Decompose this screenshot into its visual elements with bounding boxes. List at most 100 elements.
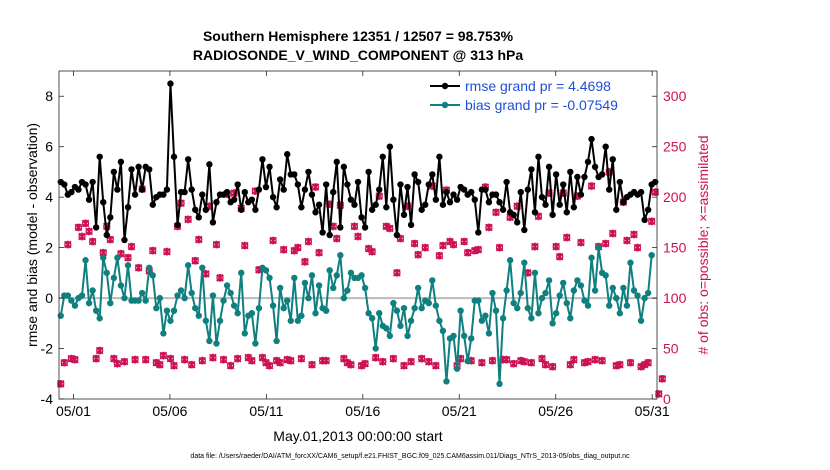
bias-point [227,289,234,297]
bias-point [199,264,206,271]
rmse-point [637,188,645,196]
obs-assimilated-point [421,243,430,252]
bias-point [255,304,263,312]
y2-tick-label: 250 [663,139,687,155]
rmse-point [460,186,468,193]
bias-point [135,297,142,304]
bias-point [234,310,241,317]
rmse-point [312,209,319,216]
obs-assimilated-point [492,208,500,217]
rmse-point [347,196,355,203]
legend: rmse grand pr = 4.4698 bias grand pr = -… [430,78,618,113]
rmse-point [510,211,517,219]
rmse-point [397,181,404,188]
bias-point [107,299,114,307]
obs-assimilated-point [88,237,97,246]
obs-assimilated-point [322,356,330,365]
obs-assimilated-point [131,355,139,364]
rmse-point [230,196,238,203]
obs-assimilated-point [71,355,79,364]
obs-assimilated-point [180,355,189,364]
obs-assimilated-point [637,362,645,371]
obs-assimilated-point [435,251,444,260]
bias-point [82,257,89,264]
y-tick-label: 6 [45,139,53,155]
bias-point [262,267,270,274]
rmse-point [418,206,425,213]
obs-assimilated-point [538,354,546,363]
obs-assimilated-point [417,354,426,363]
rmse-point [475,229,482,236]
obs-assimilated-point [308,360,316,369]
rmse-point [266,163,273,171]
rmse-point [468,188,475,196]
obs-assimilated-point [616,360,624,369]
rmse-point [160,191,167,198]
rmse-point [234,181,241,188]
rmse-point [521,226,528,234]
x-axis-label: May.01,2013 00:00:00 start [273,428,443,444]
bias-point [637,317,645,324]
rmse-point [184,156,192,163]
rmse-point [107,214,114,221]
bias-point [280,304,287,312]
y2-tick-label: 300 [663,88,687,104]
obs-assimilated-point [279,245,288,254]
rmse-point [284,151,291,158]
obs-assimilated-point [460,237,468,246]
bias-point [577,282,585,289]
rmse-point [273,204,280,211]
bias-point [153,304,160,312]
obs-assimilated-point [184,215,192,224]
rmse-point [103,231,110,239]
rmse-point [496,199,503,206]
rmse-point [446,199,454,206]
obs-assimilated-point [347,360,355,369]
obs-assimilated-point [187,360,196,369]
bias-point [287,317,294,324]
bias-point [308,272,316,279]
rmse-point [545,163,553,171]
bias-point [397,322,404,330]
bias-point [192,304,199,312]
rmse-point [82,181,89,188]
obs-assimilated-point [382,222,391,231]
obs-assimilated-point [315,248,323,257]
bias-point [393,307,401,314]
bias-point [620,284,627,292]
rmse-point [344,181,351,188]
obs-assimilated-point [439,241,447,250]
obs-assimilated-point [332,234,341,243]
y2-tick-label: 100 [663,290,687,306]
obs-assimilated-point [294,243,302,252]
obs-assimilated-point [354,232,362,241]
rmse-point [524,186,532,193]
bias-point [418,304,425,312]
y-tick-label: 2 [45,240,53,256]
rmse-point [358,214,365,221]
rmse-point [315,201,323,208]
bias-point [475,297,482,304]
x-tick-label: 05/01 [56,403,91,419]
bias-point [453,365,461,372]
y-tick-label: 0 [45,290,53,306]
bias-point [560,279,567,287]
rmse-point [411,171,418,178]
rmse-point [499,206,507,213]
bias-point [163,307,171,314]
rmse-point [439,201,447,208]
obs-assimilated-point [608,229,617,238]
bias-point [252,340,259,347]
rmse-point [641,216,648,224]
legend-rmse-label: rmse grand pr = 4.4698 [465,78,611,94]
rmse-point [365,168,372,176]
bias-point [432,302,440,309]
obs-assimilated-point [301,257,309,266]
obs-assimilated-point [478,358,486,367]
bias-point [174,292,181,299]
bias-point [499,315,507,322]
rmse-point [581,173,588,181]
y2-axis-label: # of obs: o=possible; ×=assimilated [695,135,711,354]
bias-point [524,304,532,312]
rmse-point [542,201,549,208]
